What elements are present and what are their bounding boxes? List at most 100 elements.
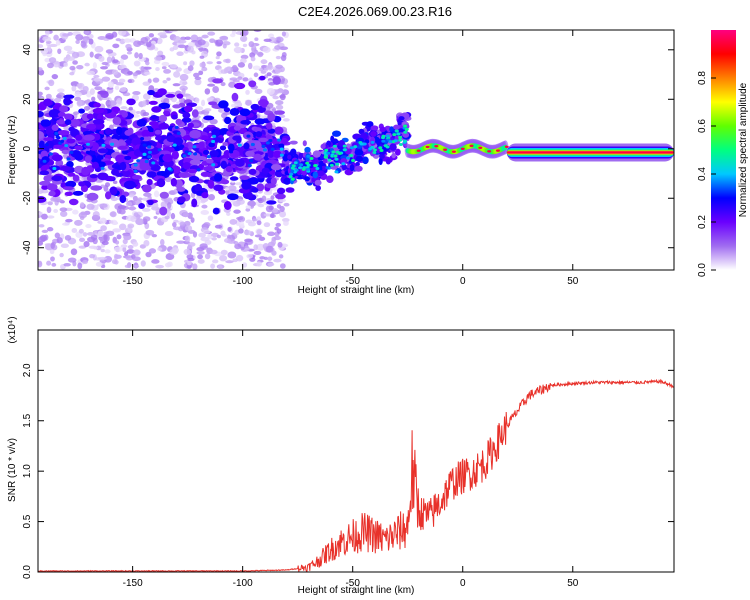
spectrogram-cell [388,140,393,144]
spectrogram-cell [157,148,162,152]
spectrogram-cell [354,165,363,172]
spectrogram-cell [267,256,273,261]
spectrogram-cell [323,155,328,159]
spectrogram-cell [263,213,272,217]
spectrogram-cell [69,150,74,154]
spectrogram-cell [263,38,272,42]
spectrogram-cell [197,47,207,51]
spectrogram-cell [232,79,240,83]
spectrogram-cell [50,256,55,262]
spectrogram-cell [241,181,252,190]
spectrogram-cell [132,241,139,247]
spectrogram-cell [43,137,54,142]
spectrogram-cell [245,207,251,212]
spectrogram-cell [72,174,80,182]
spectrogram-cell [220,179,230,185]
spectrogram-cell [115,38,122,42]
spectrogram-cell [66,157,71,161]
spectrogram-cell [495,149,500,152]
spectrogram-cell [206,155,211,159]
spectrogram-cell [89,51,94,58]
spectrogram-cell [272,150,282,158]
spectrogram-cell [234,42,240,47]
spectrogram-cell [381,139,386,143]
spectrogram-cell [276,138,281,142]
spectrogram-cell [82,259,88,265]
spectrogram-cell [38,180,51,186]
spectrogram-cell [368,147,373,151]
spectrogram-cell [174,125,179,130]
spectrogram-cell [63,97,72,106]
spectrogram-cell [175,118,183,126]
spectrogram-cell [101,143,106,147]
spectrogram-cell [62,186,74,191]
spectrogram-cell [289,140,298,145]
spectrogram-cell [177,196,186,204]
spectrogram-cell [103,234,108,242]
spectrogram-cell [64,234,72,241]
spectrogram-cell [153,190,160,198]
spectrogram-cell [192,145,197,149]
spectrogram-cell [302,166,307,170]
spectrogram-cell [231,92,239,102]
spectrogram-cell [239,175,250,180]
spectrogram-cell [55,135,60,139]
spectrogram-cell [80,185,89,193]
spectrogram-cell [164,215,170,220]
spectrogram-cell [354,149,364,156]
spectrogram-cell [220,230,226,236]
spectrogram-cell [74,91,82,98]
spectrogram-cell [163,110,170,115]
spectrogram-cell [137,197,143,201]
spectrogram-cell [51,73,59,80]
spectrogram-cell [44,30,50,37]
spectrogram-cell [183,248,192,256]
spectrogram-cell [112,43,120,49]
spectrogram-cell [225,165,233,173]
spectrogram-cell [108,220,114,224]
spectrogram-cell [56,237,63,244]
spectrogram-x-tick-label: 50 [567,276,579,287]
spectrogram-cell [275,55,281,60]
spectrogram-cell [109,211,117,218]
spectrogram-cell [162,79,168,84]
spectrogram-cell [99,203,108,208]
spectrogram-cell [227,185,237,192]
spectrogram-cell [118,223,127,231]
spectrogram-cell [93,74,100,78]
spectrogram-cell [233,209,241,214]
spectrogram-y-tick-label: -20 [22,191,33,206]
spectrogram-cell [279,263,286,269]
spectrogram-cell [93,246,99,250]
spectrogram-cell [182,81,188,85]
spectrogram-cell [108,100,117,106]
colorbar-tick-label: 0.0 [697,263,708,277]
spectrogram-cell [270,164,282,171]
spectrogram-cell [145,229,155,236]
spectrogram-cell [208,101,218,106]
spectrogram-cell [75,34,84,41]
spectrogram-cell [234,82,246,90]
spectrogram-cell [111,259,118,265]
spectrogram-cell [146,171,157,178]
spectrogram-cell [260,211,267,219]
spectrogram-cell [100,66,109,70]
spectrogram-cell [66,138,76,144]
spectrogram-cell [86,142,91,146]
chart-title: C2E4.2026.069.00.23.R16 [298,4,452,19]
spectrogram-cell [124,155,132,161]
spectrogram-cell [147,150,152,154]
spectrogram-cell [142,152,147,156]
spectrogram-cell [366,121,374,128]
spectrogram-cell [157,32,167,37]
spectrogram-cell [38,91,43,96]
spectrogram-cell [370,140,375,144]
spectrogram-cell [38,67,43,72]
spectrogram-x-tick-label: -150 [123,276,143,287]
spectrogram-cell [231,30,237,35]
spectrogram-cell [118,64,125,70]
spectrogram-cell [403,130,408,134]
spectrogram-cell [51,262,57,267]
spectrogram-cell [394,148,401,156]
spectrogram-cell [391,152,397,159]
